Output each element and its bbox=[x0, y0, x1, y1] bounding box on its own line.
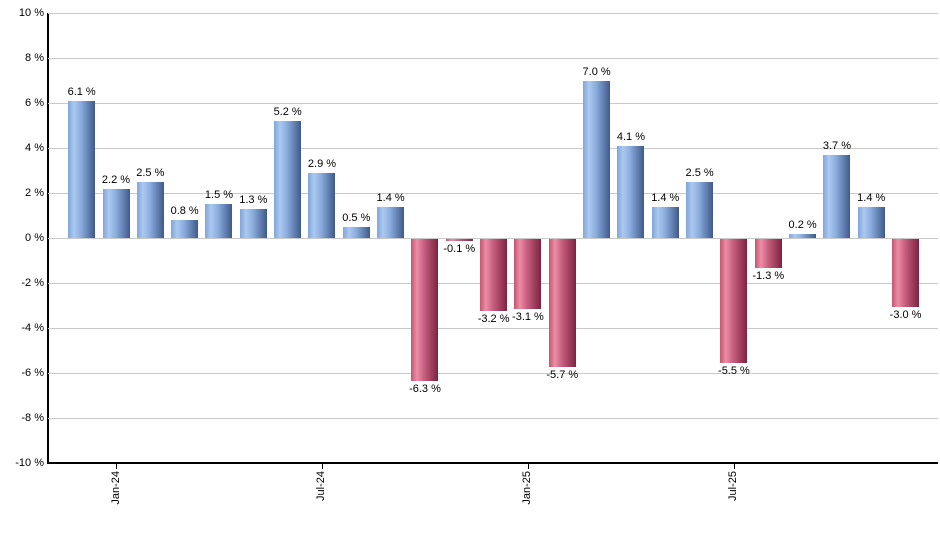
bar-positive bbox=[686, 181, 714, 238]
y-axis-label: 6 % bbox=[25, 96, 44, 109]
bar-value-label: 0.2 % bbox=[788, 218, 817, 231]
bar-negative bbox=[754, 239, 782, 269]
bar-negative bbox=[514, 239, 542, 309]
x-axis-label: Jan-25 bbox=[521, 471, 534, 505]
bar-value-label: 6.1 % bbox=[67, 85, 96, 98]
bar-negative bbox=[480, 239, 508, 311]
y-axis-label: 10 % bbox=[18, 6, 44, 19]
y-axis-label: -2 % bbox=[21, 276, 44, 289]
y-axis-label: -6 % bbox=[21, 366, 44, 379]
x-axis-tick bbox=[527, 462, 529, 469]
bar-negative bbox=[892, 239, 920, 307]
bar-positive bbox=[205, 204, 233, 238]
bar-value-label: 1.4 % bbox=[651, 191, 680, 204]
gridline bbox=[48, 192, 938, 194]
x-axis-tick bbox=[116, 462, 117, 469]
bar-positive bbox=[857, 206, 885, 238]
bar-value-label: 1.4 % bbox=[857, 191, 886, 204]
bar-value-label: 2.9 % bbox=[307, 157, 337, 170]
bar-positive bbox=[68, 100, 96, 238]
bar-positive bbox=[171, 220, 199, 238]
bar-value-label: -3.0 % bbox=[889, 308, 922, 321]
bar-value-label: -1.3 % bbox=[752, 270, 785, 283]
gridline bbox=[48, 417, 938, 419]
bar-positive bbox=[308, 172, 336, 238]
bar-value-label: 2.2 % bbox=[101, 173, 131, 186]
bar-positive bbox=[102, 188, 130, 238]
bar-value-label: 2.5 % bbox=[136, 166, 165, 179]
y-axis-label: 2 % bbox=[25, 186, 44, 199]
y-axis-label: 8 % bbox=[25, 51, 44, 64]
bar-value-label: 3.7 % bbox=[822, 139, 851, 152]
bar-value-label: 1.3 % bbox=[239, 193, 268, 206]
y-axis-label: -10 % bbox=[15, 456, 44, 469]
bar-positive bbox=[823, 154, 851, 238]
bar-positive bbox=[377, 206, 405, 238]
gridline bbox=[48, 237, 938, 239]
bar-value-label: 5.2 % bbox=[273, 106, 302, 118]
bar-negative bbox=[411, 239, 439, 381]
y-axis-label: 0 % bbox=[25, 231, 44, 244]
bar-positive bbox=[789, 233, 817, 238]
bar-value-label: 1.4 % bbox=[376, 191, 405, 204]
x-axis-label: Jul-24 bbox=[315, 471, 328, 501]
bar-value-label: -3.1 % bbox=[512, 310, 544, 323]
bar-value-label: 7.0 % bbox=[582, 65, 611, 78]
gridline bbox=[48, 12, 938, 14]
gridline bbox=[48, 57, 938, 59]
bar-positive bbox=[651, 206, 679, 238]
gridline bbox=[48, 372, 938, 374]
bar-value-label: 1.5 % bbox=[204, 189, 234, 202]
bar-value-label: -5.7 % bbox=[546, 369, 579, 382]
bar-positive bbox=[342, 226, 370, 238]
bar-positive bbox=[274, 121, 302, 238]
bar-positive bbox=[617, 145, 645, 238]
bar-value-label: -6.3 % bbox=[409, 382, 441, 395]
bar-value-label: 0.8 % bbox=[170, 205, 199, 217]
bar-value-label: 4.1 % bbox=[616, 130, 645, 143]
bar-value-label: 2.5 % bbox=[685, 166, 714, 179]
y-axis-label: -4 % bbox=[21, 321, 44, 334]
gridline bbox=[48, 327, 938, 329]
bar-value-label: -3.2 % bbox=[477, 313, 510, 325]
x-axis-line bbox=[47, 462, 938, 464]
bar-value-label: -0.1 % bbox=[443, 243, 476, 256]
bar-negative bbox=[445, 239, 473, 242]
y-axis-label: 4 % bbox=[25, 141, 44, 154]
bar-positive bbox=[239, 208, 267, 238]
x-axis-label: Jan-24 bbox=[109, 471, 122, 505]
bar-value-label: -5.5 % bbox=[718, 364, 750, 377]
y-axis-line bbox=[47, 13, 49, 464]
gridline bbox=[48, 102, 938, 104]
bar-negative bbox=[720, 239, 748, 363]
x-axis-label: Jul-25 bbox=[727, 471, 740, 501]
x-axis-tick bbox=[321, 462, 323, 469]
y-axis-label: -8 % bbox=[21, 411, 44, 424]
bar-positive bbox=[136, 181, 164, 238]
bar-value-label: 0.5 % bbox=[342, 211, 371, 224]
x-axis-tick bbox=[733, 462, 735, 469]
bar-negative bbox=[548, 239, 576, 368]
gridline bbox=[48, 147, 938, 149]
bar-positive bbox=[583, 80, 611, 238]
